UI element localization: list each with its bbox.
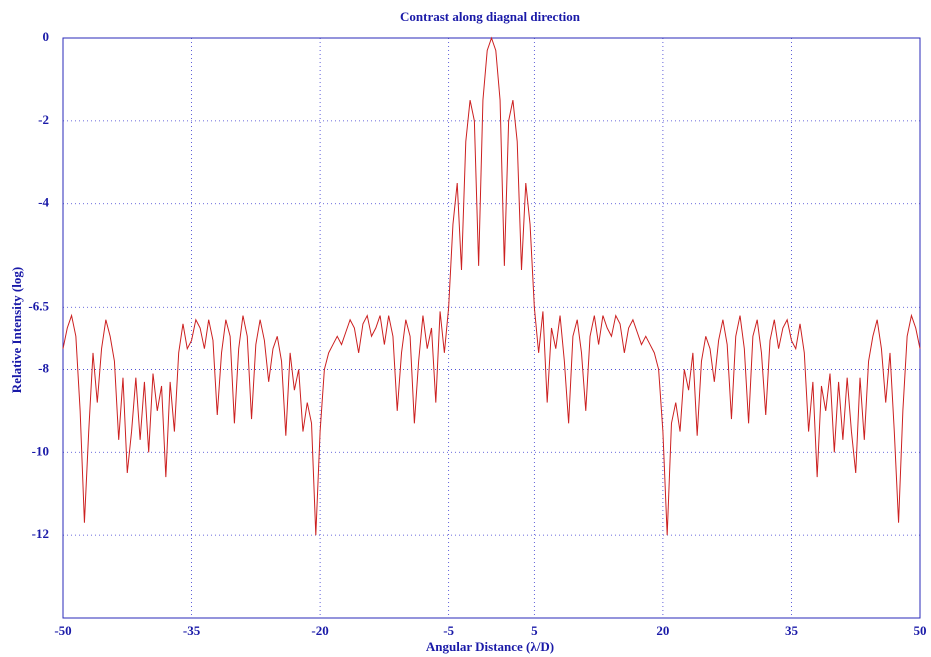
data-line — [62, 36, 921, 536]
x-tick-label: -35 — [183, 623, 201, 638]
y-tick-label: -4 — [38, 195, 49, 210]
y-axis-label: Relative Intensity (log) — [9, 267, 24, 393]
y-tick-label: -6.5 — [28, 298, 49, 313]
y-tick-label: -8 — [38, 360, 49, 375]
x-tick-label: 5 — [531, 623, 538, 638]
chart-title: Contrast along diagnal direction — [400, 9, 581, 24]
y-tick-label: -12 — [32, 526, 49, 541]
x-tick-label: -5 — [443, 623, 454, 638]
y-tick-label: -10 — [32, 443, 49, 458]
x-tick-label: -20 — [311, 623, 328, 638]
x-axis-label: Angular Distance (λ/D) — [426, 639, 554, 654]
y-tick-label: -2 — [38, 112, 49, 127]
x-tick-label: 35 — [785, 623, 799, 638]
y-tick-label: 0 — [43, 29, 50, 44]
x-tick-label: 20 — [656, 623, 669, 638]
x-tick-label: -50 — [54, 623, 71, 638]
x-tick-label: 50 — [914, 623, 927, 638]
